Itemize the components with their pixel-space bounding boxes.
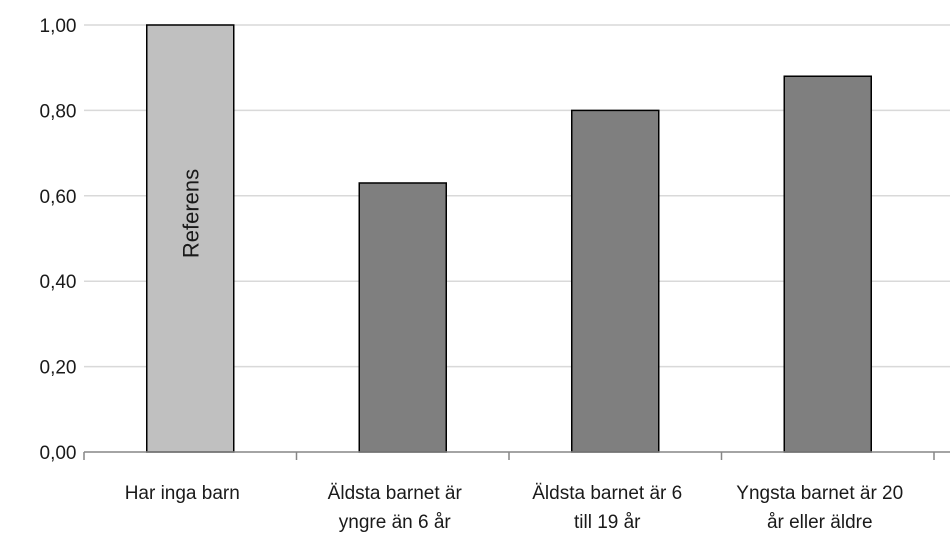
y-tick-label: 0,60 xyxy=(40,187,77,208)
x-axis-tick-labels: Har inga barn Äldsta barnet är yngre än 6 … xyxy=(125,483,904,533)
x-tick-label-line: år eller äldre xyxy=(767,512,873,533)
x-tick-label: Äldsta barnet är yngre än 6 år xyxy=(328,483,463,533)
bar xyxy=(358,182,447,453)
x-axis xyxy=(83,451,950,460)
x-tick-label-line: yngre än 6 år xyxy=(339,512,452,533)
y-tick-label: 0,80 xyxy=(40,101,77,122)
bars: Referens xyxy=(146,24,872,453)
x-tick-label: Yngsta barnet är 20 år eller äldre xyxy=(736,483,903,533)
y-axis-tick-labels: 0,00 0,20 0,40 0,60 0,80 1,00 xyxy=(40,16,77,464)
x-tick-label-line: Äldsta barnet är 6 xyxy=(532,483,682,504)
x-tick-label-line: till 19 år xyxy=(574,512,641,533)
y-tick-label: 0,00 xyxy=(40,443,77,464)
bar xyxy=(571,109,660,453)
x-tick-label-line: Äldsta barnet är xyxy=(328,483,463,504)
bar xyxy=(146,24,235,453)
bar xyxy=(783,75,872,453)
y-tick-label: 0,40 xyxy=(40,272,77,293)
y-tick-label: 0,20 xyxy=(40,358,77,379)
x-tick-label: Äldsta barnet är 6 till 19 år xyxy=(532,483,682,533)
x-tick-label-line: Har inga barn xyxy=(125,483,240,504)
x-tick-label-line: Yngsta barnet är 20 xyxy=(736,483,903,504)
y-tick-label: 1,00 xyxy=(40,16,77,37)
bar-annotation: Referens xyxy=(178,169,203,258)
x-tick-label: Har inga barn xyxy=(125,483,240,504)
